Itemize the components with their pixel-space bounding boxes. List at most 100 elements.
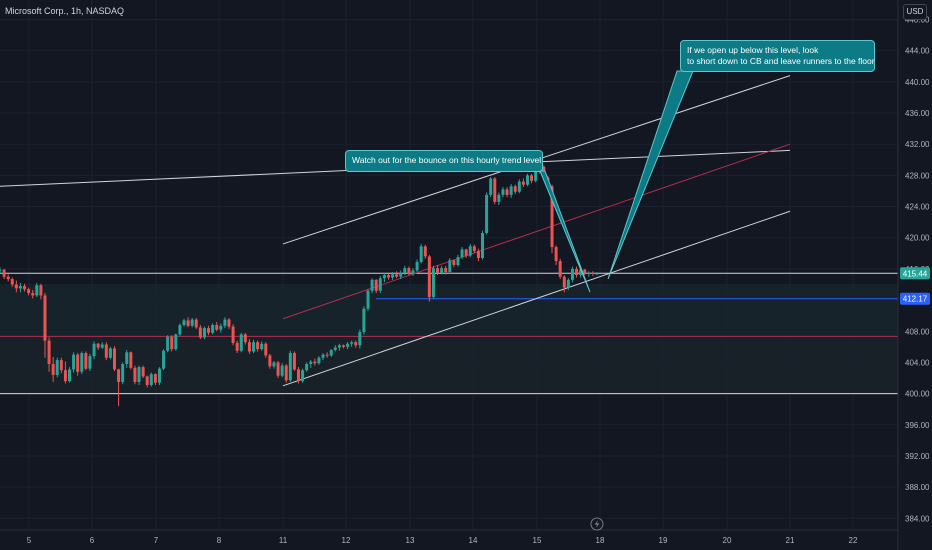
range-band-lower — [0, 339, 898, 395]
candle-body — [2, 269, 6, 277]
candle-body — [395, 274, 399, 277]
candle-body — [112, 348, 116, 370]
candle-body — [362, 308, 366, 333]
candle-body — [194, 319, 198, 328]
candle-body — [378, 278, 382, 291]
candle-body — [186, 320, 190, 326]
y-tick-label: 404.00 — [905, 358, 930, 367]
candle-body — [321, 354, 325, 358]
candle-body — [0, 269, 2, 271]
candle-body — [235, 342, 239, 351]
candle-body — [391, 274, 395, 278]
candle-body — [223, 319, 227, 326]
candle-body — [297, 369, 300, 382]
x-tick-label: 7 — [154, 536, 159, 545]
x-tick-label: 22 — [849, 536, 858, 545]
candle-body — [333, 347, 337, 350]
candle-body — [509, 186, 513, 195]
x-tick-label: 6 — [90, 536, 95, 545]
price-label-badge — [900, 292, 930, 305]
trend-line — [282, 210, 791, 387]
candle-body — [595, 273, 599, 275]
x-tick-label: 18 — [596, 536, 605, 545]
x-tick-label: 13 — [406, 536, 415, 545]
x-tick-label: 15 — [533, 536, 542, 545]
candle-body — [76, 354, 80, 372]
candle-body — [84, 353, 88, 369]
candle-body — [309, 361, 313, 364]
candle-body — [472, 246, 476, 251]
callout-pointer — [539, 170, 591, 293]
candle-body — [10, 279, 14, 285]
candle-body — [129, 352, 133, 368]
x-tick-label: 19 — [659, 536, 668, 545]
price-axis: 384.00 388.00 392.00 396.00 400.00 404.00 408.… — [905, 15, 930, 523]
candle-body — [162, 350, 166, 369]
candle-body — [354, 342, 358, 346]
candle-body — [554, 247, 558, 262]
x-tick-label: 21 — [786, 536, 795, 545]
candle-body — [591, 272, 595, 274]
time-axis: 5 6 7 8 11 12 13 14 15 18 19 20 21 22 — [27, 536, 858, 545]
candle-body — [153, 374, 157, 383]
candle-body — [35, 285, 39, 296]
y-tick-label: 396.00 — [905, 421, 930, 430]
candle-body — [403, 268, 407, 273]
annotation-text-line-2: to short down to CB and leave runners to… — [687, 56, 875, 66]
candle-body — [219, 325, 223, 330]
candle-body — [247, 342, 251, 352]
annotation-callout-bounce: Watch out for the bounce on this hourly … — [345, 150, 543, 172]
candle-body — [386, 275, 390, 278]
candle-body — [141, 367, 145, 377]
candle-body — [80, 353, 84, 372]
candle-body — [407, 268, 411, 274]
candle-body — [313, 361, 317, 364]
candle-body — [215, 325, 219, 330]
candle-body — [174, 334, 178, 350]
candle-body — [513, 186, 517, 192]
y-tick-label: 388.00 — [905, 483, 930, 492]
candle-body — [411, 270, 415, 274]
currency-button[interactable]: USD — [903, 4, 927, 20]
candle-body — [485, 194, 489, 234]
candle-body — [117, 369, 121, 382]
annotation-text-line-1: If we open up below this level, look — [687, 45, 819, 55]
candle-body — [59, 360, 63, 371]
candle-body — [431, 268, 435, 297]
range-band-upper — [0, 284, 898, 339]
candle-body — [456, 257, 460, 265]
y-tick-label: 436.00 — [905, 109, 930, 118]
candle-body — [448, 260, 452, 273]
candle-body — [419, 246, 423, 262]
annotation-callout-short: If we open up below this level, look to … — [680, 40, 875, 72]
candle-body — [452, 260, 456, 265]
candle-body — [534, 171, 538, 181]
candle-body — [239, 334, 243, 351]
candle-body — [358, 332, 362, 346]
candle-body — [587, 272, 591, 274]
candle-body — [517, 181, 521, 192]
candle-body — [521, 181, 525, 185]
candle-body — [121, 363, 125, 382]
candle-body — [284, 365, 288, 381]
candle-body — [566, 279, 570, 288]
candle-body — [137, 367, 141, 382]
candle-body — [370, 279, 374, 291]
candle-body — [100, 344, 104, 348]
candle-body — [570, 268, 574, 280]
candle-body — [166, 336, 170, 351]
candle-body — [268, 355, 272, 367]
candle-body — [530, 175, 534, 181]
candle-body — [505, 189, 509, 195]
y-tick-label: 420.00 — [905, 234, 930, 243]
y-tick-label: 440.00 — [905, 78, 930, 87]
candle-body — [47, 340, 51, 364]
candle-body — [260, 343, 264, 350]
lightning-icon[interactable] — [590, 517, 604, 531]
candle-body — [243, 334, 247, 343]
candle-body — [72, 354, 76, 370]
candle-body — [198, 327, 202, 338]
candle-body — [178, 325, 182, 335]
